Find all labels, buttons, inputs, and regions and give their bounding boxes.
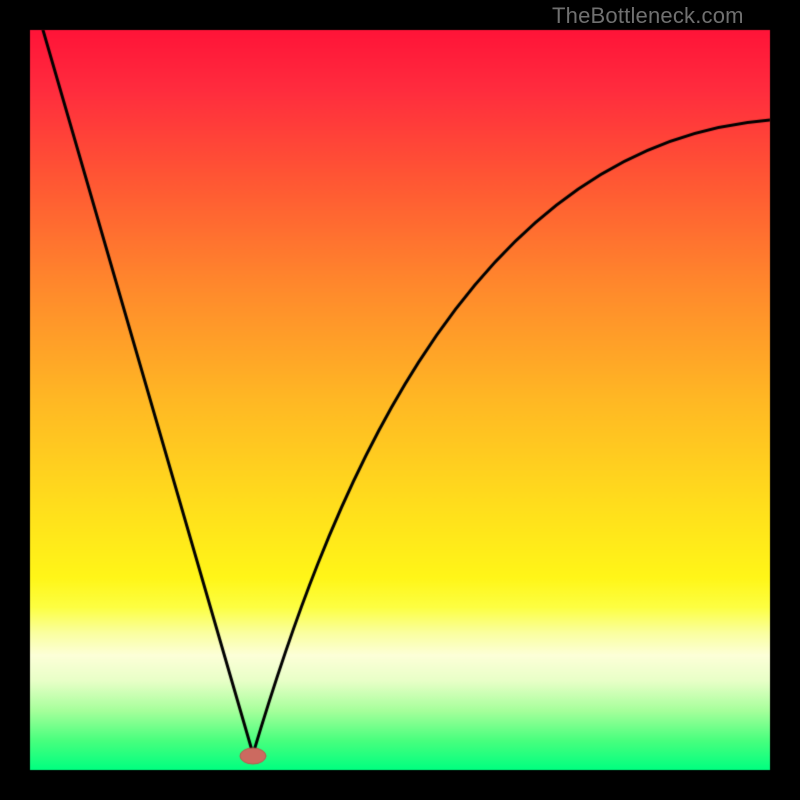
bottleneck-curve — [0, 0, 800, 800]
watermark-text: TheBottleneck.com — [552, 3, 744, 29]
chart-stage: TheBottleneck.com — [0, 0, 800, 800]
